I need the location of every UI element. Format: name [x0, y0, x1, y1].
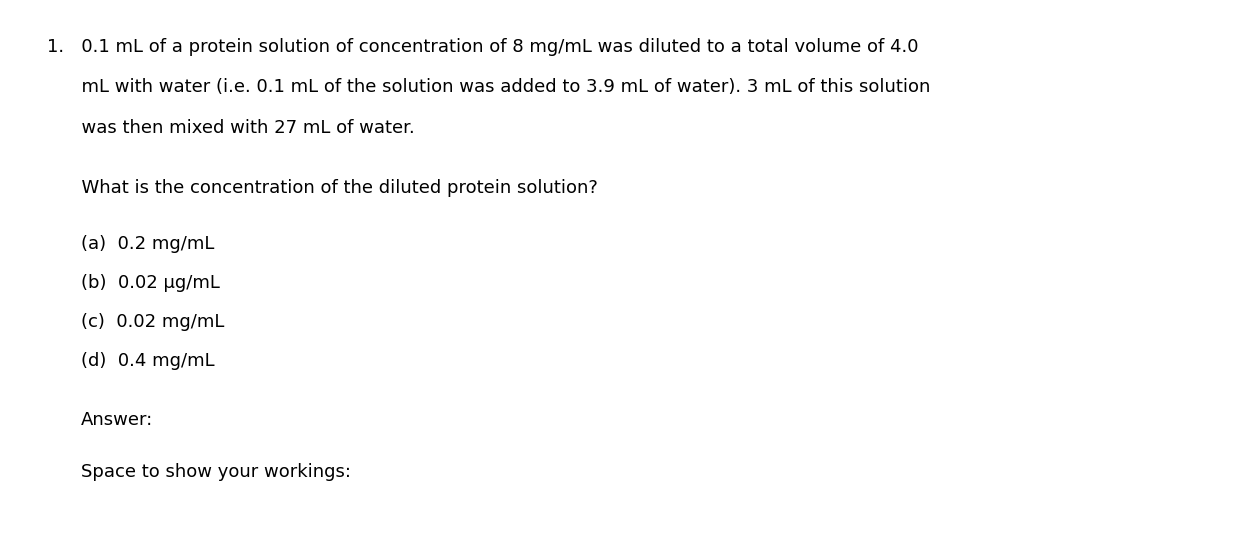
Text: What is the concentration of the diluted protein solution?: What is the concentration of the diluted… — [47, 179, 598, 196]
Text: Space to show your workings:: Space to show your workings: — [81, 463, 351, 480]
Text: mL with water (i.e. 0.1 mL of the solution was added to 3.9 mL of water). 3 mL o: mL with water (i.e. 0.1 mL of the soluti… — [47, 78, 931, 96]
Text: 1.   0.1 mL of a protein solution of concentration of 8 mg/mL was diluted to a t: 1. 0.1 mL of a protein solution of conce… — [47, 38, 919, 56]
Text: (c)  0.02 mg/mL: (c) 0.02 mg/mL — [81, 313, 225, 331]
Text: (d)  0.4 mg/mL: (d) 0.4 mg/mL — [81, 352, 215, 370]
Text: (a)  0.2 mg/mL: (a) 0.2 mg/mL — [81, 235, 215, 253]
Text: was then mixed with 27 mL of water.: was then mixed with 27 mL of water. — [47, 119, 415, 137]
Text: Answer:: Answer: — [81, 411, 154, 429]
Text: (b)  0.02 μg/mL: (b) 0.02 μg/mL — [81, 274, 220, 292]
